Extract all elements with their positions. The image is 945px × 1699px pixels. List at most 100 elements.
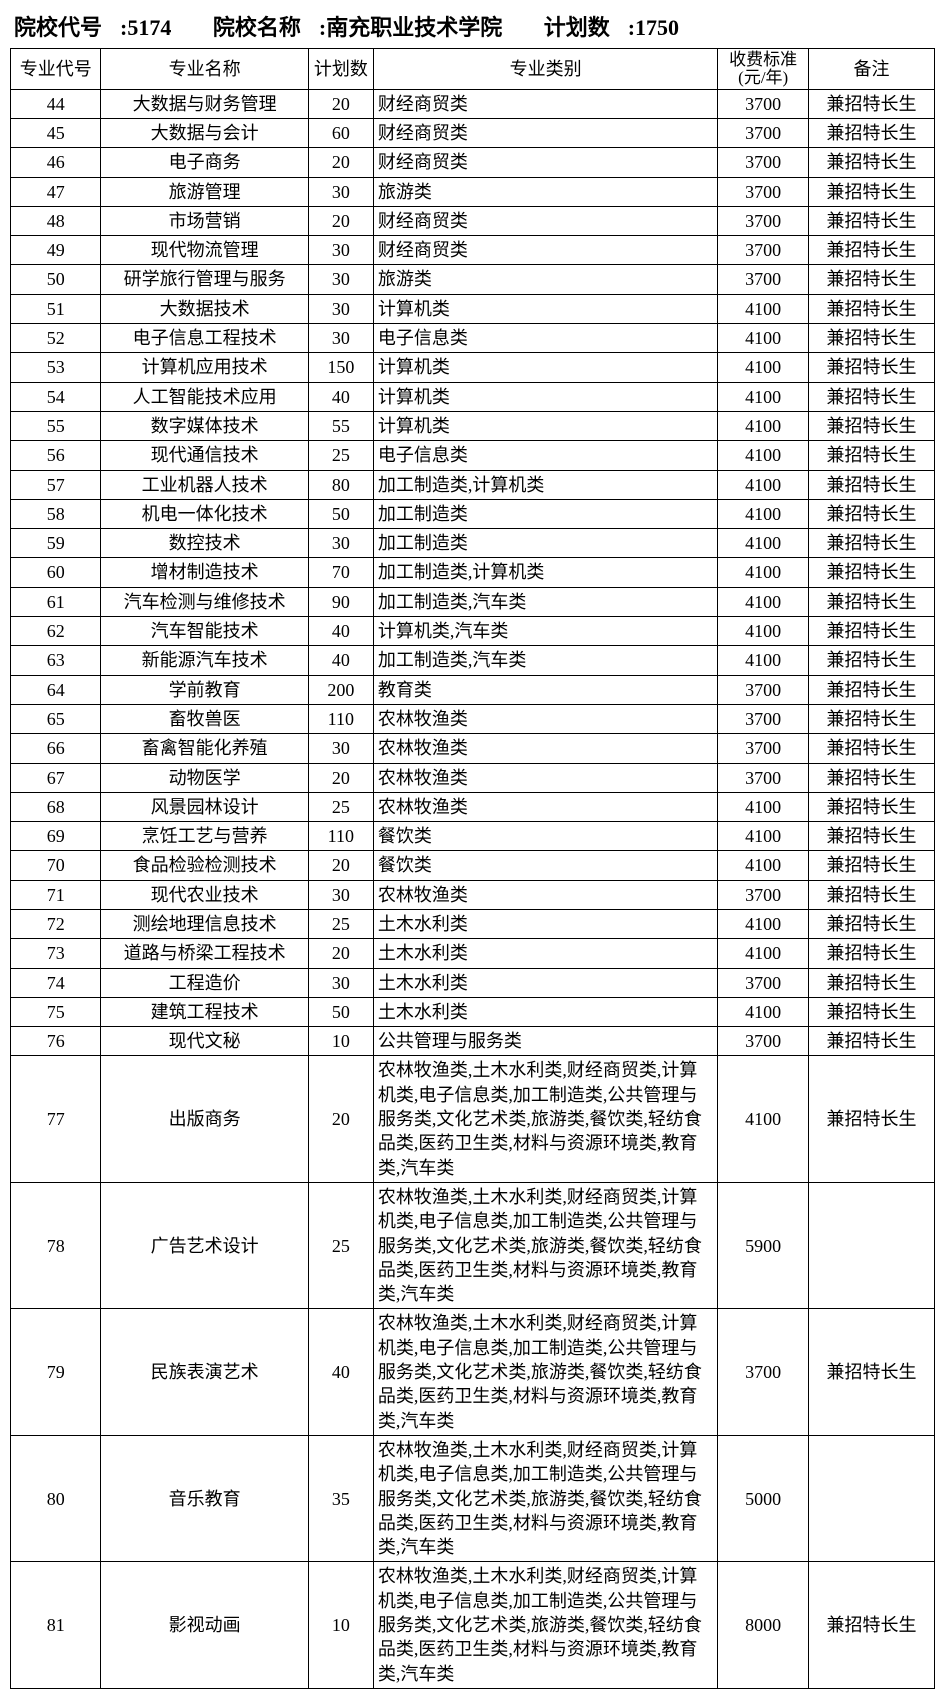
cell-plan: 110 <box>308 704 373 733</box>
cell-note: 兼招特长生 <box>808 499 934 528</box>
cell-plan: 20 <box>308 148 373 177</box>
cell-note: 兼招特长生 <box>808 236 934 265</box>
cell-category: 财经商贸类 <box>373 89 718 118</box>
cell-major-code: 46 <box>11 148 101 177</box>
cell-category: 土木水利类 <box>373 910 718 939</box>
cell-note: 兼招特长生 <box>808 587 934 616</box>
cell-plan: 110 <box>308 822 373 851</box>
cell-fee: 4100 <box>718 1056 808 1182</box>
cell-note: 兼招特长生 <box>808 177 934 206</box>
cell-major-name: 现代通信技术 <box>101 441 308 470</box>
cell-fee: 4100 <box>718 324 808 353</box>
plan-label: 计划数 <box>544 15 610 40</box>
cell-category: 加工制造类,汽车类 <box>373 646 718 675</box>
cell-note: 兼招特长生 <box>808 1027 934 1056</box>
cell-plan: 50 <box>308 499 373 528</box>
cell-major-code: 67 <box>11 763 101 792</box>
table-row: 77出版商务20农林牧渔类,土木水利类,财经商贸类,计算机类,电子信息类,加工制… <box>11 1056 935 1182</box>
cell-plan: 40 <box>308 382 373 411</box>
cell-category: 农林牧渔类,土木水利类,财经商贸类,计算机类,电子信息类,加工制造类,公共管理与… <box>373 1182 718 1308</box>
cell-category: 农林牧渔类 <box>373 880 718 909</box>
cell-major-name: 风景园林设计 <box>101 792 308 821</box>
cell-plan: 35 <box>308 1435 373 1561</box>
cell-major-code: 78 <box>11 1182 101 1308</box>
cell-major-code: 48 <box>11 206 101 235</box>
cell-note: 兼招特长生 <box>808 353 934 382</box>
cell-major-name: 大数据与财务管理 <box>101 89 308 118</box>
cell-major-code: 63 <box>11 646 101 675</box>
col-plan: 计划数 <box>308 49 373 90</box>
cell-major-code: 59 <box>11 529 101 558</box>
cell-fee: 4100 <box>718 997 808 1026</box>
table-row: 52电子信息工程技术30电子信息类4100兼招特长生 <box>11 324 935 353</box>
cell-fee: 3700 <box>718 206 808 235</box>
cell-major-code: 69 <box>11 822 101 851</box>
cell-major-name: 数控技术 <box>101 529 308 558</box>
cell-major-name: 民族表演艺术 <box>101 1309 308 1435</box>
cell-major-code: 52 <box>11 324 101 353</box>
cell-major-code: 55 <box>11 411 101 440</box>
cell-fee: 3700 <box>718 1309 808 1435</box>
cell-fee: 4100 <box>718 470 808 499</box>
cell-category: 农林牧渔类 <box>373 704 718 733</box>
cell-plan: 30 <box>308 529 373 558</box>
cell-major-code: 58 <box>11 499 101 528</box>
cell-major-name: 市场营销 <box>101 206 308 235</box>
table-row: 69烹饪工艺与营养110餐饮类4100兼招特长生 <box>11 822 935 851</box>
cell-major-code: 54 <box>11 382 101 411</box>
cell-fee: 3700 <box>718 1027 808 1056</box>
cell-plan: 25 <box>308 910 373 939</box>
table-row: 80音乐教育35农林牧渔类,土木水利类,财经商贸类,计算机类,电子信息类,加工制… <box>11 1435 935 1561</box>
cell-note: 兼招特长生 <box>808 324 934 353</box>
cell-category: 计算机类 <box>373 382 718 411</box>
cell-fee: 5900 <box>718 1182 808 1308</box>
table-row: 57工业机器人技术80加工制造类,计算机类4100兼招特长生 <box>11 470 935 499</box>
cell-note: 兼招特长生 <box>808 617 934 646</box>
cell-note: 兼招特长生 <box>808 558 934 587</box>
table-row: 71现代农业技术30农林牧渔类3700兼招特长生 <box>11 880 935 909</box>
cell-plan: 70 <box>308 558 373 587</box>
cell-major-name: 工业机器人技术 <box>101 470 308 499</box>
table-row: 62汽车智能技术40计算机类,汽车类4100兼招特长生 <box>11 617 935 646</box>
cell-category: 财经商贸类 <box>373 148 718 177</box>
cell-major-code: 65 <box>11 704 101 733</box>
cell-fee: 3700 <box>718 118 808 147</box>
table-row: 67动物医学20农林牧渔类3700兼招特长生 <box>11 763 935 792</box>
cell-category: 农林牧渔类 <box>373 734 718 763</box>
cell-major-name: 大数据技术 <box>101 294 308 323</box>
cell-category: 土木水利类 <box>373 968 718 997</box>
cell-major-name: 计算机应用技术 <box>101 353 308 382</box>
cell-category: 加工制造类,计算机类 <box>373 558 718 587</box>
cell-category: 农林牧渔类 <box>373 763 718 792</box>
cell-note: 兼招特长生 <box>808 997 934 1026</box>
cell-major-code: 71 <box>11 880 101 909</box>
cell-note: 兼招特长生 <box>808 910 934 939</box>
cell-category: 土木水利类 <box>373 939 718 968</box>
cell-category: 加工制造类,计算机类 <box>373 470 718 499</box>
table-row: 46电子商务20财经商贸类3700兼招特长生 <box>11 148 935 177</box>
table-row: 54人工智能技术应用40计算机类4100兼招特长生 <box>11 382 935 411</box>
cell-note: 兼招特长生 <box>808 411 934 440</box>
cell-fee: 4100 <box>718 411 808 440</box>
cell-plan: 30 <box>308 968 373 997</box>
cell-note: 兼招特长生 <box>808 89 934 118</box>
cell-note <box>808 1435 934 1561</box>
table-row: 53计算机应用技术150计算机类4100兼招特长生 <box>11 353 935 382</box>
cell-plan: 10 <box>308 1562 373 1688</box>
cell-major-code: 76 <box>11 1027 101 1056</box>
cell-note: 兼招特长生 <box>808 763 934 792</box>
cell-plan: 30 <box>308 294 373 323</box>
school-code-label: 院校代号 <box>14 15 102 40</box>
table-row: 66畜禽智能化养殖30农林牧渔类3700兼招特长生 <box>11 734 935 763</box>
cell-category: 农林牧渔类,土木水利类,财经商贸类,计算机类,电子信息类,加工制造类,公共管理与… <box>373 1056 718 1182</box>
cell-fee: 4100 <box>718 499 808 528</box>
col-note: 备注 <box>808 49 934 90</box>
table-row: 55数字媒体技术55计算机类4100兼招特长生 <box>11 411 935 440</box>
table-row: 74工程造价30土木水利类3700兼招特长生 <box>11 968 935 997</box>
cell-plan: 150 <box>308 353 373 382</box>
cell-plan: 30 <box>308 880 373 909</box>
cell-major-code: 45 <box>11 118 101 147</box>
cell-fee: 4100 <box>718 617 808 646</box>
cell-category: 财经商贸类 <box>373 206 718 235</box>
cell-plan: 30 <box>308 734 373 763</box>
